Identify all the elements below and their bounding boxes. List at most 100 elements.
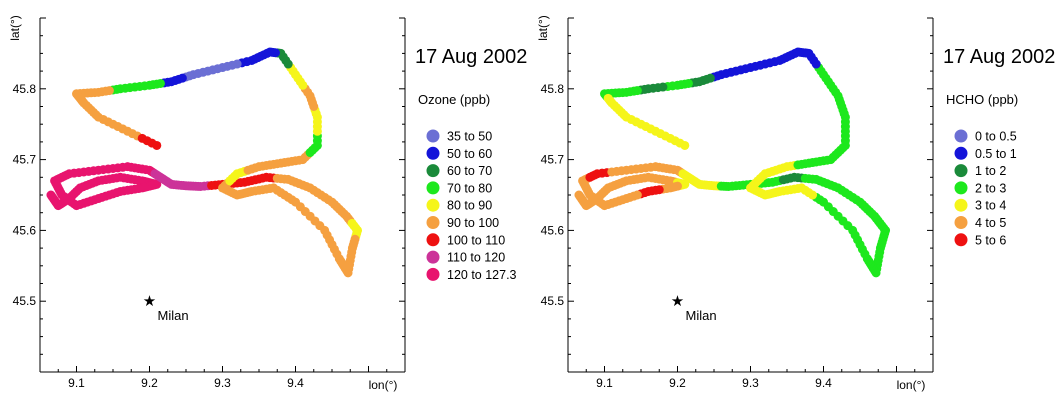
track-point: [675, 138, 685, 148]
legend-label: 60 to 70: [447, 164, 492, 178]
y-tick-label: 45.8: [541, 82, 565, 96]
y-tick-label: 45.6: [13, 223, 37, 237]
legend-swatch: [954, 181, 968, 195]
x-tick-label: 9.1: [68, 376, 85, 390]
track-point: [617, 166, 627, 176]
hcho-chart-panel: 9.1 9.2 9.3 9.4 45.5 45.6 45.7 45.8 lat(°) lon(°)…: [536, 15, 1055, 392]
legend-label: 0 to 0.5: [975, 130, 1017, 144]
y-axis-label: lat(°): [536, 15, 550, 40]
track-point: [118, 124, 128, 134]
track-point: [62, 170, 72, 180]
x-tick-label: 9.4: [287, 376, 304, 390]
star-icon: ★: [143, 292, 156, 310]
x-tick-label: 9.1: [596, 376, 613, 390]
track-point: [193, 68, 203, 78]
legend-swatch: [954, 233, 968, 247]
legend-swatch: [954, 146, 968, 160]
x-axis-label: lon(°): [369, 378, 398, 392]
legend-swatch: [426, 198, 440, 212]
legend-swatch: [426, 181, 440, 195]
track-point: [272, 185, 282, 195]
track-point: [112, 173, 122, 183]
legend-label: 4 to 5: [975, 216, 1006, 230]
chart-title: 17 Aug 2002: [415, 46, 527, 68]
x-tick-label: 9.3: [214, 376, 231, 390]
track-point: [750, 61, 760, 71]
track-point: [293, 73, 303, 83]
track-point: [250, 54, 260, 64]
track-point: [120, 83, 130, 93]
legend-swatch: [426, 216, 440, 229]
x-tick-label: 9.3: [742, 376, 759, 390]
legend-title: HCHO (ppb): [946, 92, 1018, 107]
y-tick-label: 45.5: [541, 294, 565, 308]
legend-label: 35 to 50: [447, 130, 492, 144]
legend-label: 90 to 100: [447, 216, 499, 230]
legend-label: 50 to 60: [447, 147, 492, 161]
track-point: [322, 230, 332, 240]
track-point: [170, 76, 180, 86]
track-point: [280, 174, 290, 184]
legend-swatch: [426, 129, 440, 143]
track-point: [336, 256, 346, 266]
y-axis-label: lat(°): [8, 15, 22, 40]
track-point: [640, 173, 650, 183]
track-point: [698, 76, 708, 86]
track-point: [97, 87, 107, 97]
track-point: [323, 195, 333, 205]
legend-swatch: [954, 198, 968, 212]
track-point: [646, 124, 656, 134]
track-point: [619, 110, 629, 120]
legend-label: 80 to 90: [447, 199, 492, 213]
track-point: [147, 138, 157, 148]
y-tick-label: 45.7: [13, 153, 37, 167]
x-tick-label: 9.2: [141, 376, 158, 390]
legend-label: 120 to 127.3: [447, 268, 517, 282]
legend-title: Ozone (ppb): [418, 92, 490, 107]
track-point: [850, 230, 860, 240]
track-point: [864, 256, 874, 266]
legend-label: 0.5 to 1: [975, 147, 1017, 161]
legend-swatch: [426, 233, 440, 247]
track-point: [625, 192, 635, 202]
track-point: [306, 94, 316, 104]
x-tick-label: 9.2: [669, 376, 686, 390]
track-point: [310, 143, 320, 153]
track-point: [97, 192, 107, 202]
track-point: [800, 185, 810, 195]
y-tick-label: 45.5: [13, 294, 37, 308]
track-point: [721, 68, 731, 78]
track-point: [348, 240, 358, 250]
legend-swatch: [426, 267, 440, 281]
legend-label: 70 to 80: [447, 181, 492, 195]
track-point: [876, 240, 886, 250]
legend-label: 3 to 4: [975, 199, 1006, 213]
legend-swatch: [426, 164, 440, 178]
track-point: [222, 61, 232, 71]
track-point: [838, 143, 848, 153]
city-label: Milan: [158, 308, 189, 323]
track-point: [625, 87, 635, 97]
track-point: [829, 182, 839, 192]
track-point: [808, 174, 818, 184]
track-point: [786, 173, 796, 183]
track-point: [647, 186, 657, 196]
track-point: [148, 80, 158, 90]
track-point: [834, 94, 844, 104]
track-point: [676, 80, 686, 90]
x-tick-label: 9.4: [815, 376, 832, 390]
city-label: Milan: [686, 308, 717, 323]
track-point: [118, 162, 128, 172]
track-point: [646, 162, 656, 172]
legend-swatch: [954, 129, 968, 143]
legend-swatch: [426, 250, 440, 264]
y-tick-label: 45.7: [541, 153, 565, 167]
ozone-chart-panel: 9.1 9.2 9.3 9.4 45.5 45.6 45.7 45.8 lat(°) lon(°)…: [8, 15, 527, 392]
track-point: [821, 73, 831, 83]
legend-label: 5 to 6: [975, 233, 1006, 247]
track-point: [590, 170, 600, 180]
y-tick-label: 45.8: [13, 82, 37, 96]
x-axis-label: lon(°): [897, 378, 926, 392]
track-point: [764, 178, 774, 188]
